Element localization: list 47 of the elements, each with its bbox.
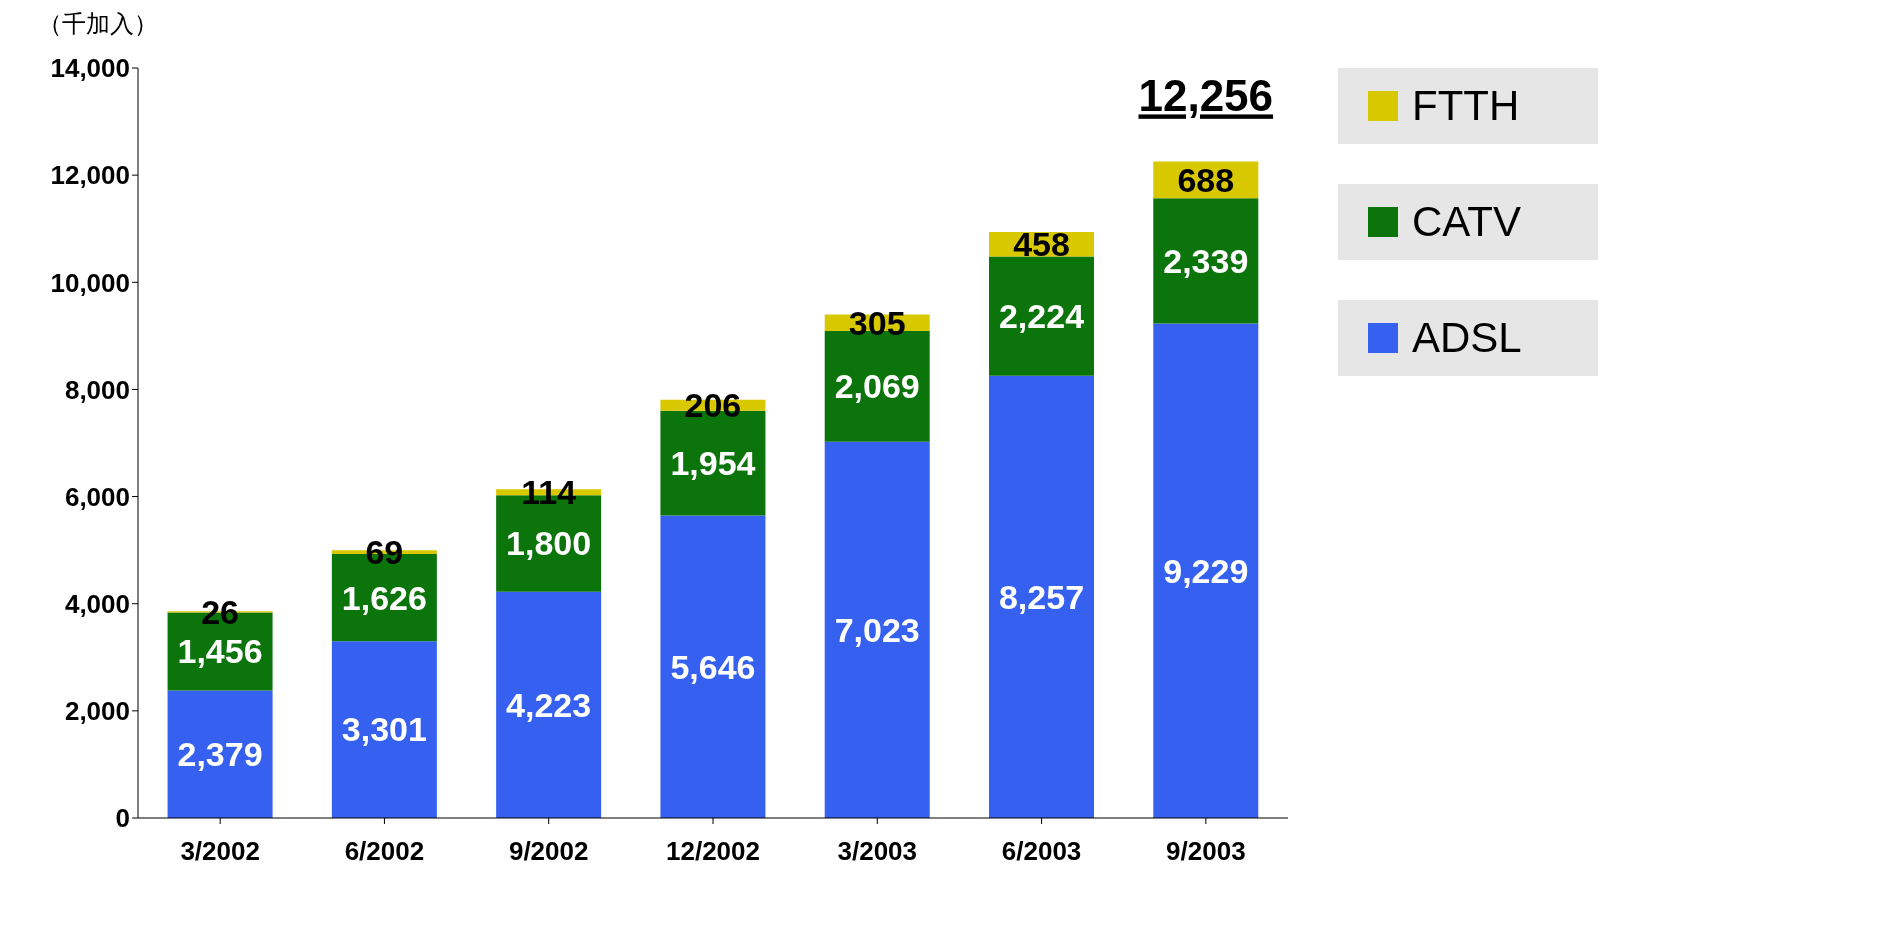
data-label: 5,646: [670, 647, 756, 686]
data-label: 69: [365, 533, 404, 572]
y-tick-label: 14,000: [50, 53, 130, 84]
bar: [824, 441, 930, 818]
x-tick-label: 3/2003: [837, 836, 918, 867]
x-tick-label: 12/2002: [666, 836, 760, 867]
legend-label: FTTH: [1412, 82, 1520, 130]
x-tick-label: 9/2003: [1166, 836, 1246, 867]
x-tick-label: 6/2002: [344, 836, 425, 867]
y-tick-label: 12,000: [50, 160, 130, 191]
bar: [989, 375, 1094, 818]
y-axis-title: （千加入）: [38, 9, 158, 39]
bar: [660, 515, 766, 818]
data-label: 3,301: [341, 710, 427, 749]
bar: [1153, 323, 1259, 818]
data-label: 4,223: [506, 685, 592, 724]
legend-label: CATV: [1412, 198, 1521, 246]
x-tick-label: 9/2002: [508, 836, 589, 867]
data-label: 7,023: [834, 610, 920, 649]
data-label: 1,954: [670, 444, 756, 483]
data-label: 2,339: [1163, 241, 1249, 280]
y-tick-label: 10,000: [50, 267, 130, 298]
data-label: 1,626: [341, 578, 427, 617]
y-tick-label: 0: [115, 803, 130, 834]
data-label: 1,456: [177, 632, 263, 671]
data-label: 458: [1013, 225, 1070, 264]
data-label: 2,069: [834, 367, 920, 406]
bar: [1153, 198, 1259, 324]
total-label: 12,256: [1138, 71, 1274, 121]
data-label: 2,379: [177, 735, 263, 774]
legend-label: ADSL: [1412, 314, 1522, 362]
y-tick-label: 4,000: [64, 588, 130, 619]
data-label: 114: [521, 473, 577, 512]
x-tick-label: 3/2002: [180, 836, 260, 867]
y-tick-label: 6,000: [64, 481, 130, 512]
y-tick-label: 8,000: [64, 374, 130, 405]
bar: [496, 591, 602, 818]
bar: [167, 690, 273, 818]
data-label: 1,800: [506, 524, 592, 563]
data-label: 8,257: [998, 577, 1085, 616]
y-tick-label: 2,000: [64, 696, 130, 727]
data-label: 688: [1177, 160, 1235, 199]
bar: [331, 641, 437, 818]
data-label: 9,229: [1163, 551, 1249, 590]
x-tick-label: 6/2003: [1001, 836, 1082, 867]
bar: [989, 256, 1094, 376]
data-label: 2,224: [998, 296, 1085, 335]
